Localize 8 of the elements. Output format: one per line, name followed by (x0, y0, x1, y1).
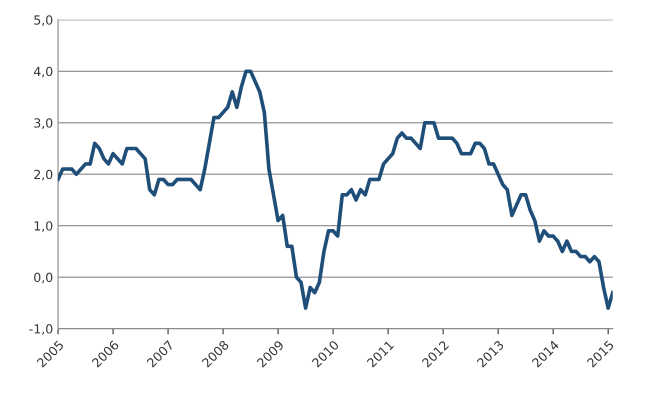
y-tick-label: 2,0 (34, 170, 52, 180)
y-tick-label: 5,0 (34, 15, 52, 26)
y-tick-label: 4,0 (34, 66, 52, 78)
y-tick-label: 0,0 (34, 272, 52, 284)
y-tick-label: -1,0 (29, 324, 52, 335)
y-tick-label: 1,0 (34, 221, 52, 232)
y-tick-label: 3,0 (34, 118, 52, 129)
line-series (58, 69, 613, 310)
